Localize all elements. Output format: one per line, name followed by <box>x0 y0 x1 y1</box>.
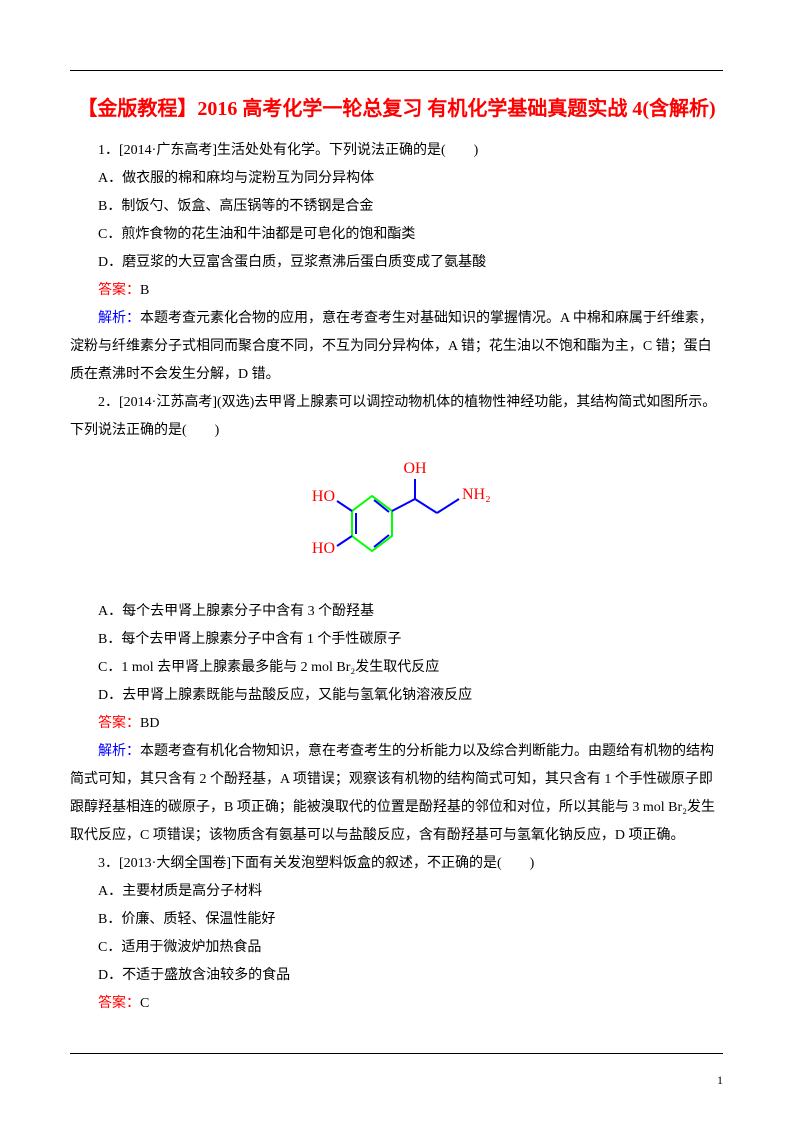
q3-option-d: D．不适于盛放含油较多的食品 <box>70 962 723 990</box>
q2-option-c: C．1 mol 去甲肾上腺素最多能与 2 mol Br₂发生取代反应 <box>70 654 723 682</box>
label-oh: OH <box>403 460 427 477</box>
top-rule <box>70 70 723 71</box>
q1-analysis-label: 解析： <box>98 311 140 326</box>
q2-option-a: A．每个去甲肾上腺素分子中含有 3 个酚羟基 <box>70 598 723 626</box>
q1-answer: B <box>140 283 149 298</box>
q1-answer-line: 答案：B <box>70 277 723 305</box>
q1-stem: 1．[2014·广东高考]生活处处有化学。下列说法正确的是( ) <box>70 137 723 165</box>
q1-option-b: B．制饭勺、饭盒、高压锅等的不锈钢是合金 <box>70 193 723 221</box>
label-ho-top: HO <box>311 488 334 505</box>
q3-answer: C <box>140 996 149 1011</box>
q2-option-b: B．每个去甲肾上腺素分子中含有 1 个手性碳原子 <box>70 626 723 654</box>
molecule-figure: HO HO OH NH₂ <box>70 451 723 592</box>
q3-stem: 3．[2013·大纲全国卷]下面有关发泡塑料饭盒的叙述，不正确的是( ) <box>70 850 723 878</box>
label-nh2: NH₂ <box>462 486 491 503</box>
q3-option-c: C．适用于微波炉加热食品 <box>70 934 723 962</box>
q2-analysis-label: 解析： <box>98 744 140 759</box>
q3-option-b: B．价廉、质轻、保温性能好 <box>70 906 723 934</box>
q2-answer: BD <box>140 716 159 731</box>
q3-option-a: A．主要材质是高分子材料 <box>70 878 723 906</box>
q1-analysis-text: 本题考查元素化合物的应用，意在考查考生对基础知识的掌握情况。A 中棉和麻属于纤维… <box>70 311 713 382</box>
q1-option-d: D．磨豆浆的大豆富含蛋白质，豆浆煮沸后蛋白质变成了氨基酸 <box>70 249 723 277</box>
document-page: 【金版教程】2016 高考化学一轮总复习 有机化学基础真题实战 4(含解析) 1… <box>0 0 793 1058</box>
benzene-ring-icon <box>352 496 392 551</box>
q1-answer-label: 答案： <box>98 283 140 298</box>
bottom-rule <box>70 1053 723 1054</box>
q1-option-a: A．做衣服的棉和麻均与淀粉互为同分异构体 <box>70 165 723 193</box>
q2-analysis: 解析：本题考查有机化合物知识，意在考查考生的分析能力以及综合判断能力。由题给有机… <box>70 738 723 850</box>
q1-analysis: 解析：本题考查元素化合物的应用，意在考查考生对基础知识的掌握情况。A 中棉和麻属… <box>70 305 723 389</box>
q3-answer-line: 答案：C <box>70 990 723 1018</box>
q2-answer-line: 答案：BD <box>70 710 723 738</box>
q2-option-d: D．去甲肾上腺素既能与盐酸反应，又能与氢氧化钠溶液反应 <box>70 682 723 710</box>
q2-analysis-text: 本题考查有机化合物知识，意在考查考生的分析能力以及综合判断能力。由题给有机物的结… <box>70 744 715 843</box>
q2-answer-label: 答案： <box>98 716 140 731</box>
page-number: 1 <box>717 1073 723 1088</box>
document-title: 【金版教程】2016 高考化学一轮总复习 有机化学基础真题实战 4(含解析) <box>70 91 723 127</box>
q1-option-c: C．煎炸食物的花生油和牛油都是可皂化的饱和酯类 <box>70 221 723 249</box>
q2-stem: 2．[2014·江苏高考](双选)去甲肾上腺素可以调控动物机体的植物性神经功能，… <box>70 389 723 445</box>
label-ho-bottom: HO <box>311 540 334 557</box>
q3-answer-label: 答案： <box>98 996 140 1011</box>
molecule-svg: HO HO OH NH₂ <box>297 451 497 581</box>
bond-lines <box>337 479 459 546</box>
